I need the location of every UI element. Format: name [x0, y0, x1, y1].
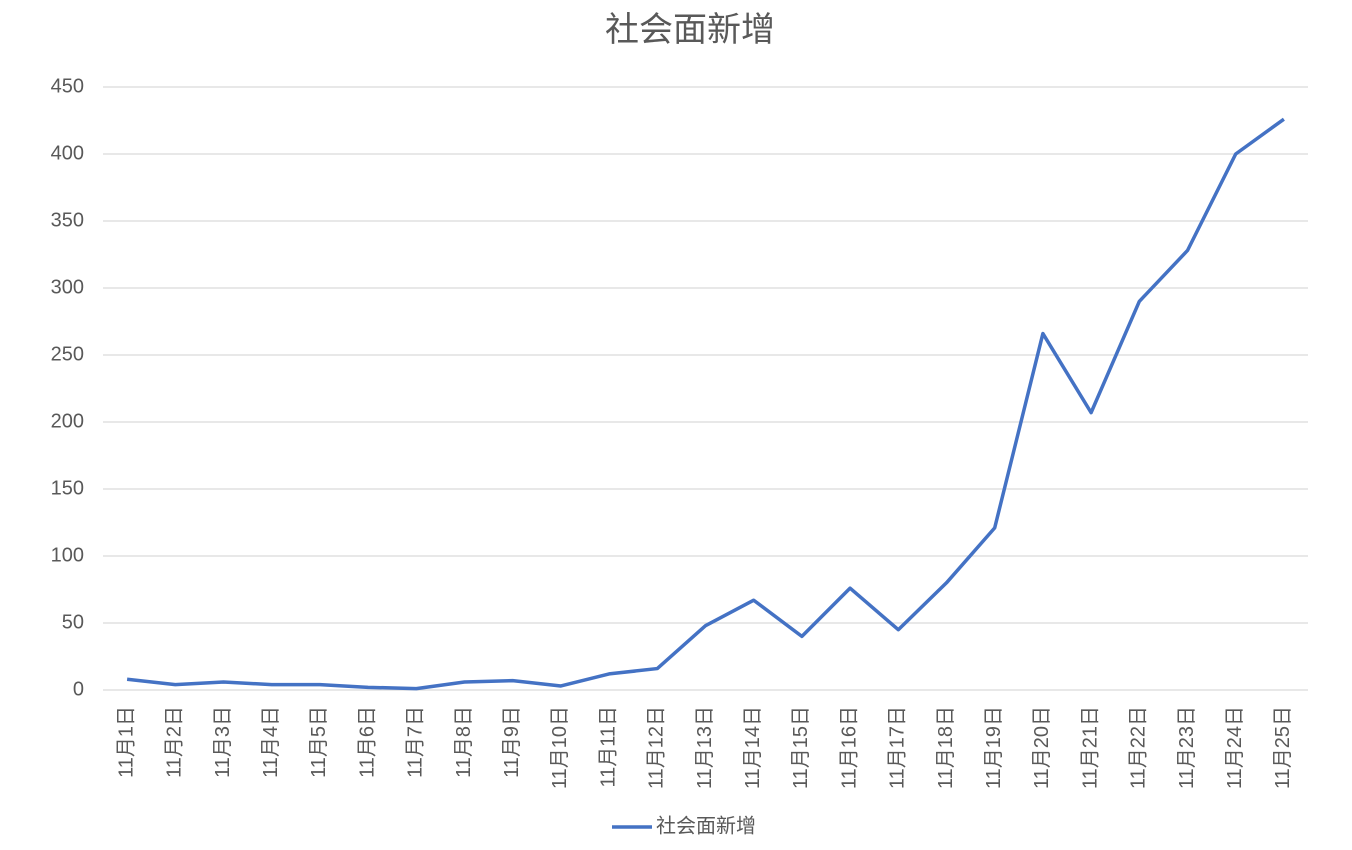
- y-tick-label: 300: [51, 276, 84, 298]
- x-tick-label: 11月10日: [549, 706, 571, 789]
- chart-title: 社会面新增: [605, 11, 775, 49]
- y-tick-label: 450: [51, 75, 84, 97]
- legend-label: 社会面新增: [656, 814, 756, 837]
- x-tick-label: 11月14日: [742, 706, 764, 789]
- x-tick-label: 11月9日: [501, 706, 523, 778]
- x-tick-label: 11月5日: [308, 706, 330, 778]
- y-tick-label: 100: [51, 544, 84, 566]
- x-tick-label: 11月20日: [1031, 706, 1053, 789]
- x-tick-label: 11月23日: [1176, 706, 1198, 789]
- x-tick-label: 11月7日: [405, 706, 427, 778]
- x-tick-label: 11月16日: [838, 706, 860, 789]
- x-tick-label: 11月12日: [646, 706, 668, 789]
- x-tick-label: 11月21日: [1079, 706, 1101, 789]
- x-tick-label: 11月8日: [453, 706, 475, 778]
- x-tick-label: 11月22日: [1128, 706, 1150, 789]
- y-tick-label: 150: [51, 477, 84, 499]
- y-tick-label: 250: [51, 343, 84, 365]
- x-tick-label: 11月13日: [694, 706, 716, 789]
- x-tick-label: 11月3日: [212, 706, 234, 778]
- y-tick-label: 0: [73, 678, 84, 700]
- x-tick-label: 11月18日: [935, 706, 957, 789]
- y-tick-label: 350: [51, 209, 84, 231]
- x-tick-label: 11月17日: [887, 706, 909, 789]
- x-tick-label: 11月11日: [597, 706, 619, 788]
- x-tick-label: 11月25日: [1272, 706, 1294, 789]
- x-tick-label: 11月6日: [356, 706, 378, 778]
- y-tick-label: 50: [62, 611, 84, 633]
- x-tick-label: 11月4日: [260, 706, 282, 778]
- x-tick-label: 11月1日: [115, 706, 137, 778]
- x-tick-label: 11月19日: [983, 706, 1005, 789]
- y-tick-label: 400: [51, 142, 84, 164]
- line-series: [126, 117, 1285, 691]
- x-tick-label: 11月2日: [164, 706, 186, 778]
- y-tick-label: 200: [51, 410, 84, 432]
- x-tick-label: 11月24日: [1224, 706, 1246, 789]
- x-tick-label: 11月15日: [790, 706, 812, 789]
